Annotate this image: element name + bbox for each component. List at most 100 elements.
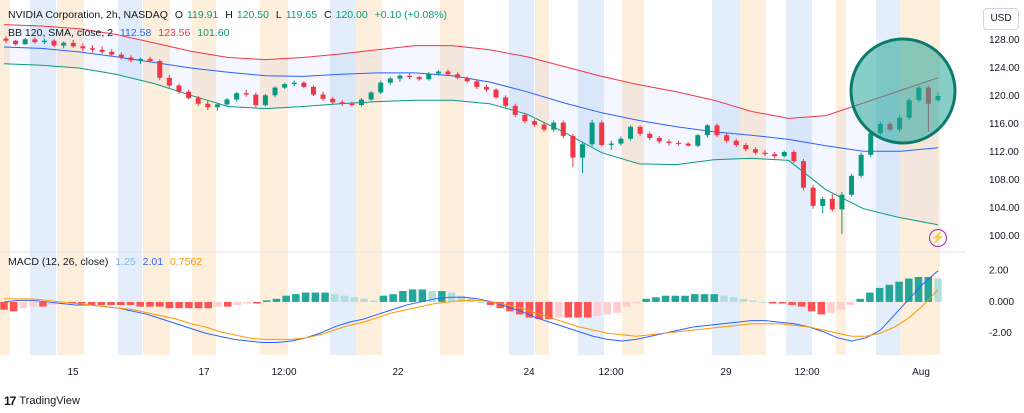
macd-histogram-bar [9,301,18,312]
macd-histogram-bar [399,291,407,302]
macd-histogram-bar [836,301,845,310]
candle [214,103,220,111]
candle-body [685,143,691,146]
candle [128,55,134,63]
session-stripe [622,0,644,355]
macd-histogram-bar [846,301,855,306]
time-axis-tick: 24 [523,367,535,378]
candle-body [435,71,441,74]
price-axis-tick: 104.00 [989,203,1020,214]
candle-body [243,93,249,95]
candle-body [89,48,95,50]
candle-body [445,71,451,75]
ohlc-close-label: C [324,9,332,21]
macd-histogram-bar [165,301,174,309]
macd-histogram-bar [506,301,514,312]
macd-histogram-bar [661,295,670,302]
macd-histogram-bar [214,301,222,307]
macd-histogram-bar [476,301,485,303]
macd-signal-value: 0.7562 [170,256,203,268]
candle [291,80,297,87]
candle-body [99,49,105,52]
candle [186,89,192,100]
session-stripe [509,0,534,355]
currency-button[interactable]: USD [983,8,1019,30]
candle [589,119,595,147]
macd-histogram-bar [554,301,563,318]
candle-body [310,86,316,95]
candle-body [291,82,297,85]
macd-histogram-bar [0,301,8,310]
bb-legend: BB 120, SMA, close, 2 112.58 123.56 101.… [8,27,233,39]
candle-body [253,94,259,106]
candle [714,123,720,138]
candle-body [13,40,19,45]
candle-body [234,93,240,100]
macd-histogram-bar [389,294,397,302]
session-stripe [535,0,549,355]
candle [676,140,682,146]
price-change: +0.10 (+0.08%) [374,9,448,21]
candle [435,70,441,76]
candle [147,56,153,62]
candle [483,84,489,92]
price-axis-tick: 116.00 [989,119,1019,130]
candle-body [704,125,710,136]
candle [195,96,201,106]
candle [378,80,384,94]
candle [704,124,710,138]
candle-body [839,194,845,210]
lightning-icon[interactable]: ⚡ [929,229,947,247]
signal-line [4,289,939,340]
candle [330,96,336,105]
session-stripe [786,0,812,355]
macd-histogram-bar [408,289,417,302]
bb-basis-value: 112.58 [119,27,152,39]
candle-body [205,103,211,108]
macd-histogram-bar [331,294,339,302]
highlight-ellipse [849,37,957,145]
macd-histogram-bar [807,301,816,312]
macd-histogram-bar [496,301,504,309]
macd-histogram-bar [117,301,125,306]
candle-body [330,98,336,103]
time-axis-tick: 22 [392,367,404,378]
macd-histogram-bar [749,300,757,302]
macd-histogram-bar [700,294,709,302]
tradingview-brand[interactable]: 17 TradingView [4,394,80,408]
macd-histogram-bar [146,301,154,307]
candle [579,142,585,173]
macd-histogram-bar [48,301,57,306]
candle-body [512,105,518,115]
macd-histogram-bar [875,287,884,302]
candle [301,81,307,89]
candle [70,40,76,48]
candle-body [483,86,489,90]
candle-body [186,91,192,99]
ohlc-high-label: H [225,9,233,21]
candle-body [282,84,288,88]
macd-histogram-bar [652,297,660,302]
candle-body [551,122,557,130]
candle [89,44,95,53]
candle-body [618,138,624,144]
macd-histogram-bar [292,294,300,302]
ohlc-low-label: L [275,9,282,21]
candle [61,41,67,49]
time-axis-tick: 12:00 [271,367,296,378]
candle [138,57,144,64]
candle-body [791,152,797,162]
macd-histogram-bar [126,301,135,306]
candle-body [724,135,730,141]
candle [762,149,768,157]
candle-body [503,97,509,106]
macd-histogram-bar [311,292,320,302]
session-stripe [57,0,84,355]
macd-histogram-bar [136,301,144,307]
candle [320,91,326,101]
macd-histogram-bar [379,295,388,302]
candle [743,142,749,152]
candle-body [628,126,634,139]
price-axis-tick: 120.00 [989,91,1020,102]
